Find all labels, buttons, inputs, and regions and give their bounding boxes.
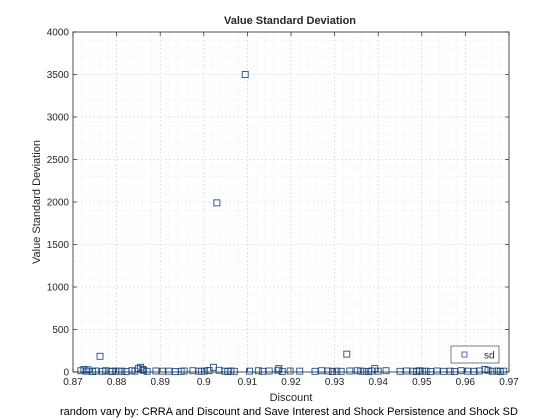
data-point <box>470 367 478 375</box>
data-point <box>165 367 173 375</box>
y-tick-label: 1000 <box>47 283 70 294</box>
x-tick-label: 0.97 <box>499 377 519 388</box>
y-tick-label: 2000 <box>47 198 70 209</box>
data-point <box>409 367 417 375</box>
data-point <box>346 367 354 375</box>
data-point <box>337 367 345 375</box>
data-point <box>484 366 492 374</box>
x-tick-label: 0.91 <box>238 377 258 388</box>
x-axis-label: Discount <box>270 392 313 404</box>
data-point <box>328 368 336 376</box>
y-tick-labels: 0 500 1000 1500 2000 2500 3000 3500 4000 <box>47 28 70 379</box>
data-point <box>396 367 404 375</box>
data-point <box>227 367 235 375</box>
data-point <box>80 366 88 373</box>
data-point <box>158 367 166 375</box>
data-point <box>274 366 282 374</box>
axis-ticks <box>72 31 510 373</box>
data-point <box>286 367 294 375</box>
data-point <box>464 367 472 375</box>
legend-label-sd: sd <box>484 351 495 362</box>
data-point <box>422 367 430 375</box>
data-point <box>419 367 427 375</box>
data-point <box>259 367 267 375</box>
y-tick-label: 2500 <box>47 155 70 166</box>
chart-title: Value Standard Deviation <box>224 15 356 27</box>
data-point <box>213 199 221 207</box>
x-tick-label: 0.92 <box>281 377 301 388</box>
legend: sd <box>450 345 500 364</box>
data-points <box>77 71 508 376</box>
data-point <box>427 368 434 376</box>
legend-marker-square <box>461 351 468 358</box>
data-point <box>152 367 160 375</box>
data-point <box>201 367 209 375</box>
data-point <box>108 368 116 376</box>
data-point <box>357 367 365 375</box>
data-point <box>82 367 90 375</box>
data-point <box>318 367 325 375</box>
data-point <box>102 367 110 375</box>
y-tick-label: 3500 <box>47 70 70 81</box>
data-point <box>84 366 92 374</box>
y-tick-label: 0 <box>63 368 69 379</box>
x-tick-label: 0.87 <box>63 377 83 388</box>
data-point <box>324 367 332 375</box>
data-point <box>265 367 273 375</box>
data-point <box>488 367 496 375</box>
minor-grid <box>73 32 509 372</box>
data-point <box>296 367 304 375</box>
data-point <box>382 367 390 375</box>
data-point <box>118 367 126 375</box>
footnote: random vary by: CRRA and Discount and Sa… <box>60 406 518 418</box>
y-tick-label: 500 <box>52 325 69 336</box>
data-point <box>139 366 147 373</box>
x-tick-label: 0.95 <box>412 377 432 388</box>
y-axis-label: Value Standard Deviation <box>31 140 43 264</box>
data-point <box>246 367 254 375</box>
data-point <box>96 352 104 360</box>
y-tick-label: 4000 <box>47 28 70 39</box>
x-tick-label: 0.96 <box>456 377 476 388</box>
data-point <box>254 367 262 375</box>
data-point <box>143 367 151 375</box>
data-point <box>131 367 139 375</box>
x-tick-label: 0.89 <box>150 377 170 388</box>
x-tick-label: 0.93 <box>325 377 345 388</box>
data-point <box>360 367 368 375</box>
legend-box <box>450 345 500 364</box>
data-point <box>140 366 148 374</box>
data-point <box>230 367 238 375</box>
data-point <box>493 367 501 375</box>
data-point <box>333 367 341 375</box>
data-point <box>457 367 465 375</box>
data-point <box>440 367 448 375</box>
x-tick-label: 0.94 <box>368 377 388 388</box>
data-point <box>500 367 508 375</box>
x-tick-label: 0.88 <box>107 377 127 388</box>
data-point <box>496 368 504 376</box>
data-point <box>403 367 410 375</box>
data-point <box>353 367 361 375</box>
data-point <box>433 367 441 375</box>
data-point <box>343 350 351 358</box>
y-tick-label: 3000 <box>47 113 70 124</box>
y-tick-label: 1500 <box>47 240 70 251</box>
x-tick-label: 0.9 <box>197 377 211 388</box>
data-point <box>180 367 188 375</box>
x-tick-labels: 0.87 0.88 0.89 0.9 0.91 0.92 0.93 0.94 0.95 0.96 0… <box>63 377 519 388</box>
data-point <box>446 367 454 375</box>
data-point <box>241 71 249 78</box>
data-point <box>278 368 286 376</box>
data-point <box>451 368 458 376</box>
data-point <box>311 367 319 375</box>
data-point <box>92 367 100 375</box>
